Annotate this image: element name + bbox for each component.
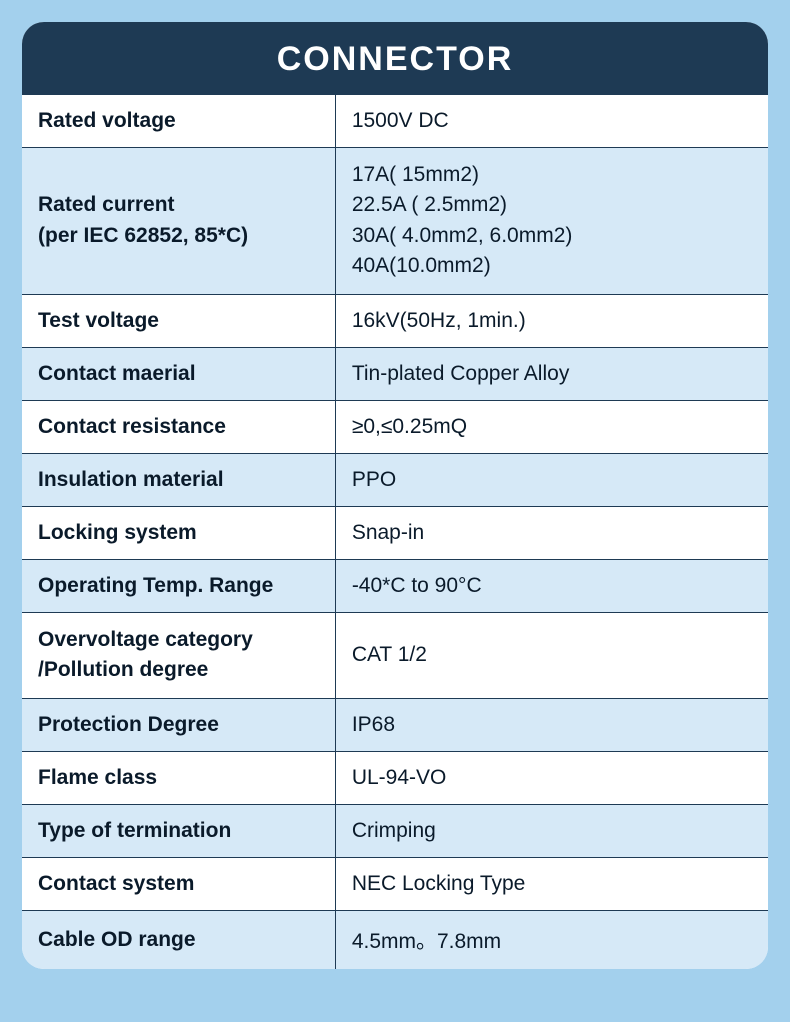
spec-label: Flame class: [22, 751, 335, 804]
table-row: Locking systemSnap-in: [22, 506, 768, 559]
spec-value: Snap-in: [335, 506, 768, 559]
spec-value: ≥0,≤0.25mQ: [335, 400, 768, 453]
table-row: Protection DegreeIP68: [22, 698, 768, 751]
spec-label: Rated current(per IEC 62852, 85*C): [22, 148, 335, 295]
spec-card: CONNECTOR Rated voltage1500V DCRated cur…: [22, 22, 768, 969]
table-row: Rated current(per IEC 62852, 85*C)17A( 1…: [22, 148, 768, 295]
card-header: CONNECTOR: [22, 22, 768, 95]
spec-table: Rated voltage1500V DCRated current(per I…: [22, 95, 768, 969]
spec-label: Insulation material: [22, 453, 335, 506]
spec-label: Type of termination: [22, 804, 335, 857]
table-row: Test voltage16kV(50Hz, 1min.): [22, 294, 768, 347]
table-row: Contact maerialTin-plated Copper Alloy: [22, 347, 768, 400]
spec-label: Rated voltage: [22, 95, 335, 148]
table-row: Cable OD range4.5mm。7.8mm: [22, 910, 768, 969]
spec-label: Operating Temp. Range: [22, 559, 335, 612]
spec-table-body: Rated voltage1500V DCRated current(per I…: [22, 95, 768, 969]
table-row: Flame classUL-94-VO: [22, 751, 768, 804]
table-row: Operating Temp. Range-40*C to 90°C: [22, 559, 768, 612]
table-row: Contact resistance≥0,≤0.25mQ: [22, 400, 768, 453]
spec-label: Contact resistance: [22, 400, 335, 453]
spec-value: CAT 1/2: [335, 612, 768, 698]
spec-label: Overvoltage category/Pollution degree: [22, 612, 335, 698]
spec-value: 17A( 15mm2)22.5A ( 2.5mm2)30A( 4.0mm2, 6…: [335, 148, 768, 295]
table-row: Insulation materialPPO: [22, 453, 768, 506]
spec-value: -40*C to 90°C: [335, 559, 768, 612]
spec-value: 4.5mm。7.8mm: [335, 910, 768, 969]
spec-value: Tin-plated Copper Alloy: [335, 347, 768, 400]
table-row: Overvoltage category/Pollution degreeCAT…: [22, 612, 768, 698]
spec-value: 1500V DC: [335, 95, 768, 148]
spec-label: Cable OD range: [22, 910, 335, 969]
table-row: Rated voltage1500V DC: [22, 95, 768, 148]
spec-value: Crimping: [335, 804, 768, 857]
table-row: Type of terminationCrimping: [22, 804, 768, 857]
spec-label: Locking system: [22, 506, 335, 559]
spec-value: PPO: [335, 453, 768, 506]
spec-label: Contact maerial: [22, 347, 335, 400]
spec-label: Protection Degree: [22, 698, 335, 751]
card-title: CONNECTOR: [277, 40, 514, 78]
table-row: Contact systemNEC Locking Type: [22, 857, 768, 910]
spec-value: NEC Locking Type: [335, 857, 768, 910]
spec-value: 16kV(50Hz, 1min.): [335, 294, 768, 347]
spec-value: IP68: [335, 698, 768, 751]
spec-value: UL-94-VO: [335, 751, 768, 804]
spec-label: Test voltage: [22, 294, 335, 347]
spec-label: Contact system: [22, 857, 335, 910]
